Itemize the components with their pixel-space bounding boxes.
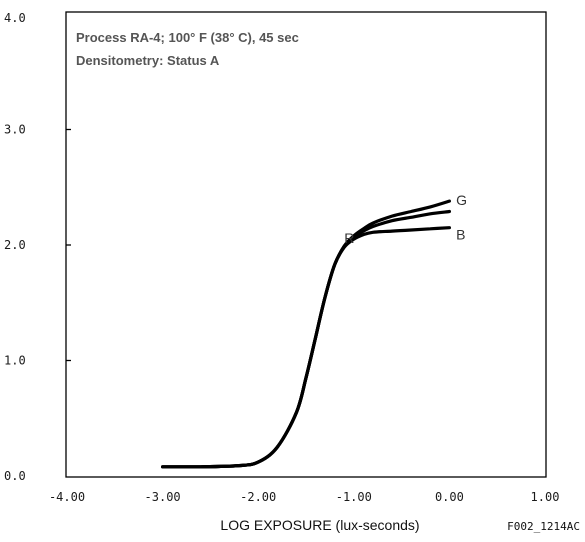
x-tick-label: 0.00 bbox=[435, 490, 464, 504]
header-process-detail: 100° F (38° C), 45 sec bbox=[165, 30, 299, 45]
x-tick-label: -1.00 bbox=[336, 490, 372, 504]
y-tick-label: 1.0 bbox=[4, 354, 26, 368]
x-tick-label: -4.00 bbox=[49, 490, 85, 504]
figure-id: F002_1214AC bbox=[507, 520, 580, 533]
curve-r bbox=[161, 226, 451, 469]
curve-b bbox=[161, 209, 451, 469]
plot-frame bbox=[65, 11, 547, 478]
curve-g bbox=[161, 199, 451, 469]
header-process-line: Process RA-4; 100° F (38° C), 45 sec bbox=[76, 30, 299, 45]
curve-label-g: G bbox=[456, 192, 467, 208]
header-densitometry-line: Densitometry: Status A bbox=[76, 53, 220, 68]
y-tick-label: 4.0 bbox=[4, 11, 26, 25]
y-tick-label: 3.0 bbox=[4, 123, 26, 137]
header-densitometry-label: Densitometry: bbox=[76, 53, 163, 68]
x-tick-label: -2.00 bbox=[240, 490, 276, 504]
x-tick-label: 1.00 bbox=[531, 490, 560, 504]
header-process-label: Process RA-4; bbox=[76, 30, 165, 45]
x-axis-title: LOG EXPOSURE (lux-seconds) bbox=[220, 517, 419, 533]
header-densitometry-detail: Status A bbox=[163, 53, 219, 68]
curve-label-r: R bbox=[344, 230, 354, 246]
x-tick-label: -3.00 bbox=[145, 490, 181, 504]
y-tick-label: 2.0 bbox=[4, 238, 26, 252]
curve-label-b: B bbox=[456, 227, 465, 243]
y-tick-label: 0.0 bbox=[4, 469, 26, 483]
